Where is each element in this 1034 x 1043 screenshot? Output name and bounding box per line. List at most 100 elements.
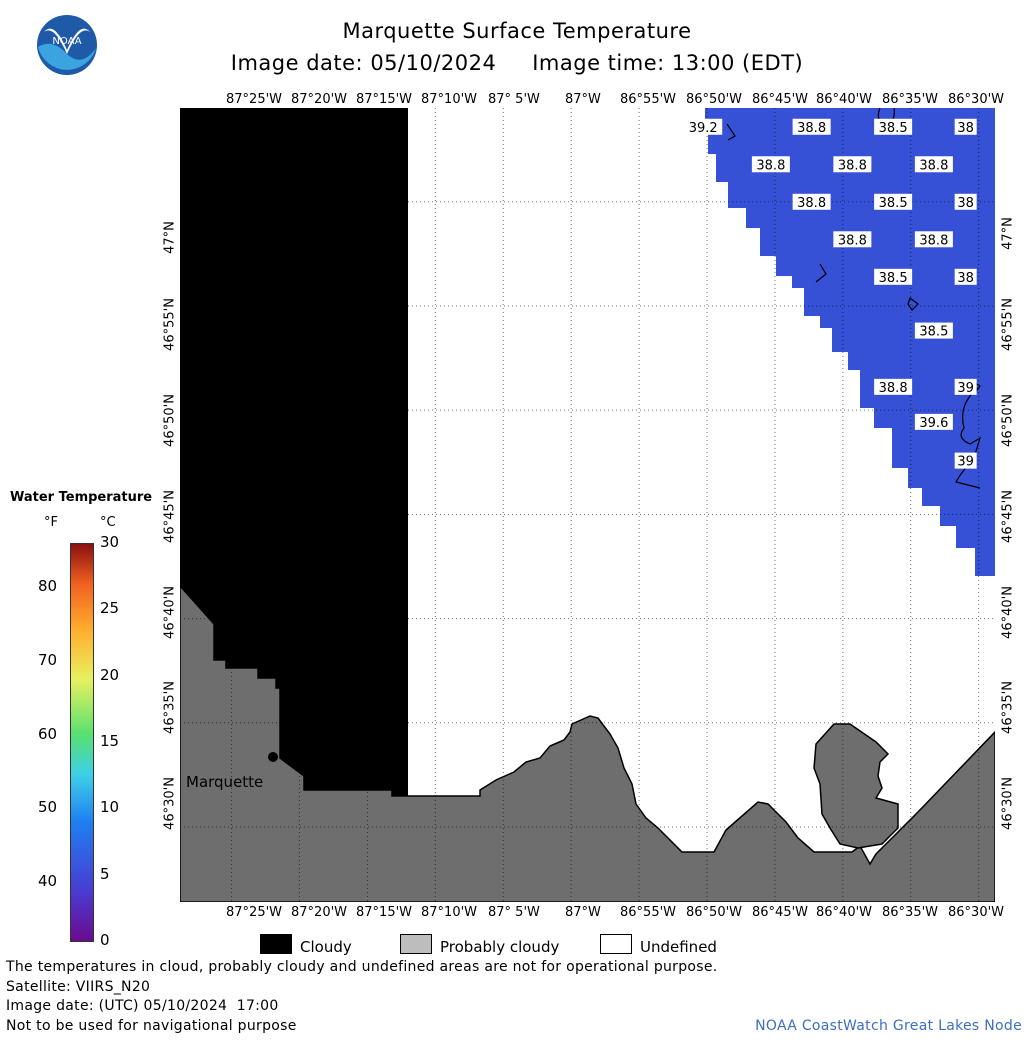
temp-label-box xyxy=(833,231,872,248)
lon-label: 86°50'W xyxy=(686,905,743,920)
lon-label: 87°25'W xyxy=(226,905,283,920)
temp-label: 38 xyxy=(957,121,974,136)
temp-label: 38.5 xyxy=(879,121,908,136)
temp-label-box xyxy=(792,193,831,210)
lat-label: 46°55'N xyxy=(162,298,178,351)
key-cloudy-label: Cloudy xyxy=(300,938,352,956)
lon-label: 86°40'W xyxy=(816,905,873,920)
celsius-tick-label: 15 xyxy=(100,732,120,750)
temp-label-box xyxy=(874,118,913,135)
lat-label: 46°45'N xyxy=(1000,490,1016,543)
lon-label: 87°10'W xyxy=(421,905,478,920)
temp-label: 38.8 xyxy=(797,196,826,211)
key-cloudy-swatch xyxy=(260,934,292,954)
temp-label: 38.8 xyxy=(838,158,867,173)
celsius-tick-label: 20 xyxy=(100,665,120,684)
credit-text: NOAA CoastWatch Great Lakes Node xyxy=(755,1018,1022,1034)
temperature-labels: 39.2 38.8 38.5 38 38.8 38.8 38.8 38.8 38.5 38 38.8… xyxy=(684,118,977,470)
lon-label: 87°W xyxy=(565,92,601,107)
lon-label: 86°40'W xyxy=(816,92,873,107)
temp-label: 39 xyxy=(957,455,974,470)
image-date-time: Image date: 05/10/2024 Image time: 13:00… xyxy=(230,51,804,75)
lon-label: 86°35'W xyxy=(882,92,939,107)
lon-label: 87°15'W xyxy=(356,905,413,920)
cloud-area xyxy=(180,108,408,797)
lat-label: 46°40'N xyxy=(162,586,178,639)
fahrenheit-tick-label: 40 xyxy=(38,872,58,891)
navigation-warning: Not to be used for navigational purpose xyxy=(6,1018,297,1034)
temp-label-box xyxy=(914,322,953,339)
temp-label-box xyxy=(751,156,790,173)
temp-label-box xyxy=(874,378,913,395)
temp-label: 38 xyxy=(957,271,974,286)
fahrenheit-tick-label: 50 xyxy=(38,798,58,817)
lon-label: 87°20'W xyxy=(291,92,348,107)
unit-fahrenheit: °F xyxy=(44,515,58,530)
lat-label: 46°40'N xyxy=(1000,586,1016,639)
key-undefined-swatch xyxy=(600,934,632,954)
land-island xyxy=(813,723,899,849)
temp-label-box xyxy=(792,118,831,135)
lon-label: 87°20'W xyxy=(291,905,348,920)
lat-label: 46°30'N xyxy=(1000,777,1016,830)
fahrenheit-tick-label: 70 xyxy=(38,650,58,669)
key-probably-cloudy-label: Probably cloudy xyxy=(440,938,560,956)
lat-label: 46°30'N xyxy=(162,777,178,830)
temp-label-box xyxy=(954,452,977,469)
key-undefined-label: Undefined xyxy=(640,938,717,956)
lat-label: 46°45'N xyxy=(162,490,178,543)
lat-label: 46°35'N xyxy=(1000,681,1016,734)
lon-label: 86°35'W xyxy=(882,905,939,920)
temp-label: 38.5 xyxy=(919,325,948,340)
land-area xyxy=(180,584,995,902)
lat-label: 46°50'N xyxy=(162,394,178,447)
celsius-tick-label: 25 xyxy=(100,599,120,618)
lon-label: 87° 5'W xyxy=(488,92,540,107)
page-title: Marquette Surface Temperature xyxy=(342,19,692,43)
temp-label: 38.5 xyxy=(879,271,908,286)
lat-label: 47°N xyxy=(1000,217,1016,250)
lon-label: 87°15'W xyxy=(356,92,413,107)
water-temperature-area xyxy=(705,108,995,576)
svg-text:NOAA: NOAA xyxy=(52,36,81,47)
temp-label-box xyxy=(684,118,723,135)
city-label: Marquette xyxy=(186,773,264,791)
noaa-logo: NOAA xyxy=(36,14,98,76)
lat-label: 46°50'N xyxy=(1000,394,1016,447)
celsius-tick-label: 5 xyxy=(100,864,110,883)
temp-label-box xyxy=(954,378,977,395)
temp-label-box xyxy=(914,156,953,173)
fahrenheit-tick-label: 80 xyxy=(38,577,58,596)
lon-label: 86°55'W xyxy=(620,905,677,920)
disclaimer-text: The temperatures in cloud, probably clou… xyxy=(6,959,718,975)
temp-label-box xyxy=(833,156,872,173)
lat-label: 46°55'N xyxy=(1000,298,1016,351)
celsius-tick-label: 10 xyxy=(100,798,120,817)
unit-celsius: °C xyxy=(100,515,116,530)
temp-label-box xyxy=(954,118,977,135)
lon-label: 87° 5'W xyxy=(488,905,540,920)
temp-label: 38.8 xyxy=(797,121,826,136)
temp-label: 39.6 xyxy=(919,416,948,431)
temperature-map: 39.2 38.8 38.5 38 38.8 38.8 38.8 38.8 38.5 38 38.8… xyxy=(180,108,995,902)
lon-label: 87°25'W xyxy=(226,92,283,107)
lon-label: 86°45'W xyxy=(752,92,809,107)
lon-label: 86°30'W xyxy=(948,92,1005,107)
temp-label: 39.2 xyxy=(689,121,718,136)
lat-label: 46°35'N xyxy=(162,681,178,734)
satellite-text: Satellite: VIIRS_N20 xyxy=(6,979,151,995)
temp-label: 38.8 xyxy=(756,158,785,173)
temp-label: 38.8 xyxy=(919,158,948,173)
temp-label-box xyxy=(954,268,977,285)
lon-label: 86°45'W xyxy=(752,905,809,920)
lon-label: 86°50'W xyxy=(686,92,743,107)
temp-label-box xyxy=(954,193,977,210)
temp-label: 38.8 xyxy=(838,233,867,248)
temp-label: 39 xyxy=(957,381,974,396)
temperature-colorbar xyxy=(70,543,94,942)
temp-label: 38.8 xyxy=(919,233,948,248)
temp-label-box xyxy=(874,268,913,285)
temp-label-box xyxy=(914,413,953,430)
temp-label: 38.8 xyxy=(879,381,908,396)
celsius-tick-label: 0 xyxy=(100,931,110,949)
